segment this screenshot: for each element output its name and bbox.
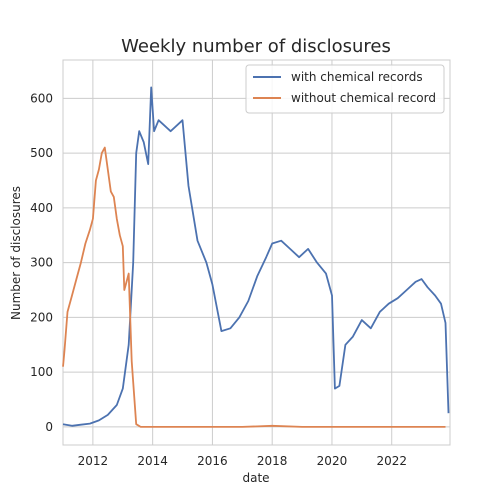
x-tick-label: 2020: [317, 454, 348, 468]
y-axis-ticks: 0 100 200 300 400 500 600: [30, 91, 53, 434]
x-tick-label: 2018: [257, 454, 288, 468]
legend-box: [245, 64, 445, 114]
plot-area: [62, 59, 451, 446]
y-tick-label: 500: [30, 146, 53, 160]
y-tick-label: 200: [30, 310, 53, 324]
y-tick-label: 300: [30, 256, 53, 270]
y-tick-label: 600: [30, 91, 53, 105]
y-axis-label: Number of disclosures: [9, 186, 23, 320]
x-tick-label: 2014: [137, 454, 168, 468]
legend: with chemical records without chemical r…: [245, 64, 445, 114]
y-tick-label: 0: [45, 420, 53, 434]
y-tick-label: 400: [30, 201, 53, 215]
x-axis-label: date: [242, 471, 269, 485]
x-tick-label: 2016: [197, 454, 228, 468]
x-axis-ticks: 2012 2014 2016 2018 2020 2022: [78, 454, 407, 468]
legend-label-with-chemical: with chemical records: [291, 70, 423, 84]
y-tick-label: 100: [30, 365, 53, 379]
series-layer: [62, 86, 450, 428]
x-tick-label: 2012: [78, 454, 109, 468]
x-tick-label: 2022: [376, 454, 407, 468]
chart-title: Weekly number of disclosures: [121, 36, 391, 57]
legend-label-without-chemical: without chemical record: [291, 91, 436, 105]
series-line-without-chemical-record: [62, 146, 446, 428]
series-line-with-chemical-records: [62, 86, 450, 427]
